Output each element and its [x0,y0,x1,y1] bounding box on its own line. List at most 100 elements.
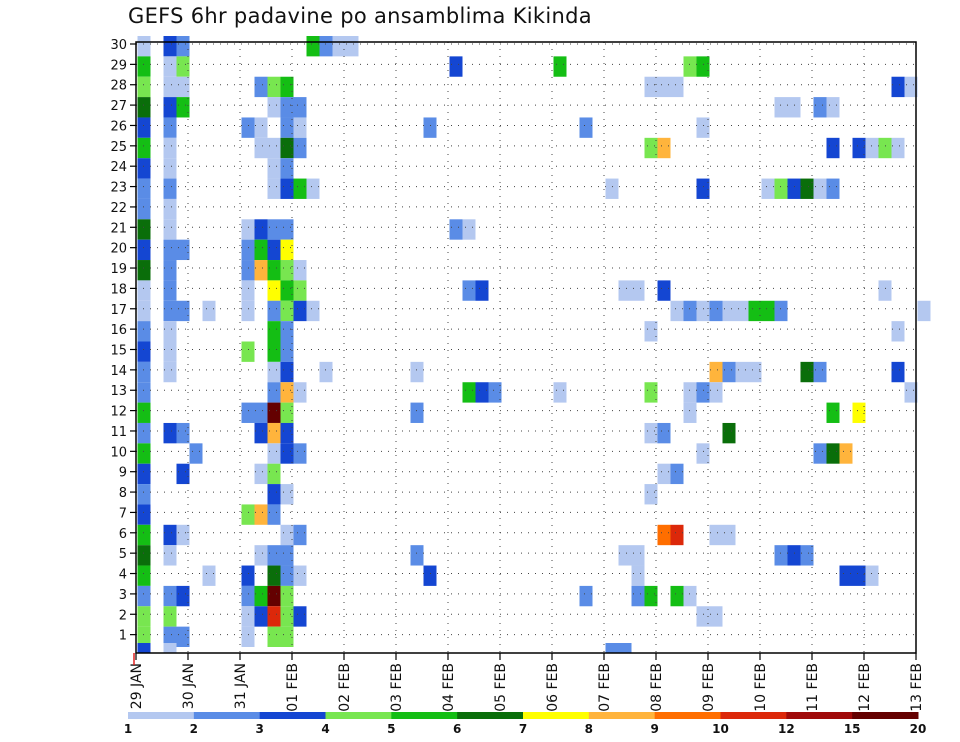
heatmap-cell [657,76,671,98]
heatmap-cell [137,361,151,383]
x-tick-label: 04 FEB [441,663,457,712]
y-tick-label: 25 [110,140,127,155]
y-tick-label: 17 [110,303,127,318]
heatmap-cell [696,606,710,627]
heatmap-cell [410,545,424,566]
heatmap-cell [163,606,177,627]
y-tick-label: 20 [110,242,127,257]
heatmap-cell [813,443,827,464]
heatmap-cells [137,36,931,653]
heatmap-cell [722,422,736,444]
legend-label: 9 [650,722,658,736]
heatmap-cell [696,300,710,322]
y-tick-label: 22 [110,201,127,216]
heatmap-cell [852,565,866,586]
y-tick-label: 26 [110,119,127,134]
legend-swatch [325,712,392,719]
heatmap-cell [553,56,567,77]
heatmap-cell [267,260,281,281]
heatmap-cell [267,463,281,485]
heatmap-cell [176,422,190,444]
heatmap-cell [137,198,151,220]
heatmap-cell [774,178,788,199]
heatmap-cell [657,280,671,301]
heatmap-cell [241,585,255,607]
legend-label: 3 [255,722,263,736]
heatmap-cell [891,361,905,383]
heatmap-cell [137,219,151,240]
heatmap-cell [280,402,294,423]
heatmap-cell [163,158,177,179]
heatmap-cell [787,178,801,199]
y-tick-label: 19 [110,262,127,277]
heatmap-cell [657,524,671,546]
heatmap-cell [683,382,697,403]
heatmap-cell [280,97,294,118]
y-tick-label: 29 [110,58,127,73]
x-tick-label: 30 JAN [181,663,197,709]
heatmap-cell [176,463,190,485]
heatmap-cell [839,443,853,464]
legend-label: 15 [844,722,861,736]
heatmap-cell [254,219,268,240]
heatmap-cell [267,219,281,240]
heatmap-cell [137,626,151,647]
heatmap-cell [176,239,190,261]
heatmap-cell [267,321,281,342]
heatmap-cell [293,280,307,301]
heatmap-cell [657,463,671,485]
y-tick-label: 6 [119,527,127,542]
legend-swatch [786,712,853,719]
y-tick-label: 12 [110,405,127,420]
heatmap-cell [163,300,177,322]
heatmap-cell [696,382,710,403]
heatmap-cell [423,565,437,586]
heatmap-cell [280,524,294,546]
heatmap-cell [605,643,619,653]
heatmap-cell [878,137,892,159]
heatmap-cell [774,300,788,322]
heatmap-cell [137,484,151,505]
legend-swatch [193,712,261,719]
heatmap-cell [280,382,294,403]
heatmap-cell [267,178,281,199]
heatmap-cell [163,341,177,362]
heatmap-cell [241,219,255,240]
heatmap-cell [670,524,684,546]
heatmap-cell [176,36,190,57]
heatmap-cell [241,280,255,301]
heatmap-cell [293,97,307,118]
heatmap-cell [176,76,190,98]
heatmap-cell [280,158,294,179]
heatmap-cell [280,545,294,566]
legend-swatch [588,712,656,719]
heatmap-cell [787,545,801,566]
heatmap-cell [306,36,320,57]
heatmap-cell [787,97,801,118]
heatmap-cell [735,300,749,322]
heatmap-cell [670,76,684,98]
heatmap-cell [579,585,593,607]
heatmap-cell [280,321,294,342]
heatmap-cell [137,321,151,342]
heatmap-cell [163,36,177,57]
heatmap-cell [137,97,151,118]
heatmap-cell [241,504,255,525]
heatmap-cell [137,504,151,525]
y-tick-label: 1 [119,629,127,644]
heatmap-cell [280,260,294,281]
heatmap-cell [462,382,476,403]
heatmap-cell [267,97,281,118]
heatmap-cell [241,402,255,423]
heatmap-cell [709,300,723,322]
heatmap-cell [163,260,177,281]
heatmap-cell [293,178,307,199]
heatmap-cell [137,606,151,627]
heatmap-cell [605,178,619,199]
heatmap-cell [163,76,177,98]
heatmap-cell [865,565,879,586]
heatmap-cell [267,382,281,403]
x-tick-label: 09 FEB [701,663,717,712]
heatmap-cell [267,402,281,423]
heatmap-cell [241,341,255,362]
